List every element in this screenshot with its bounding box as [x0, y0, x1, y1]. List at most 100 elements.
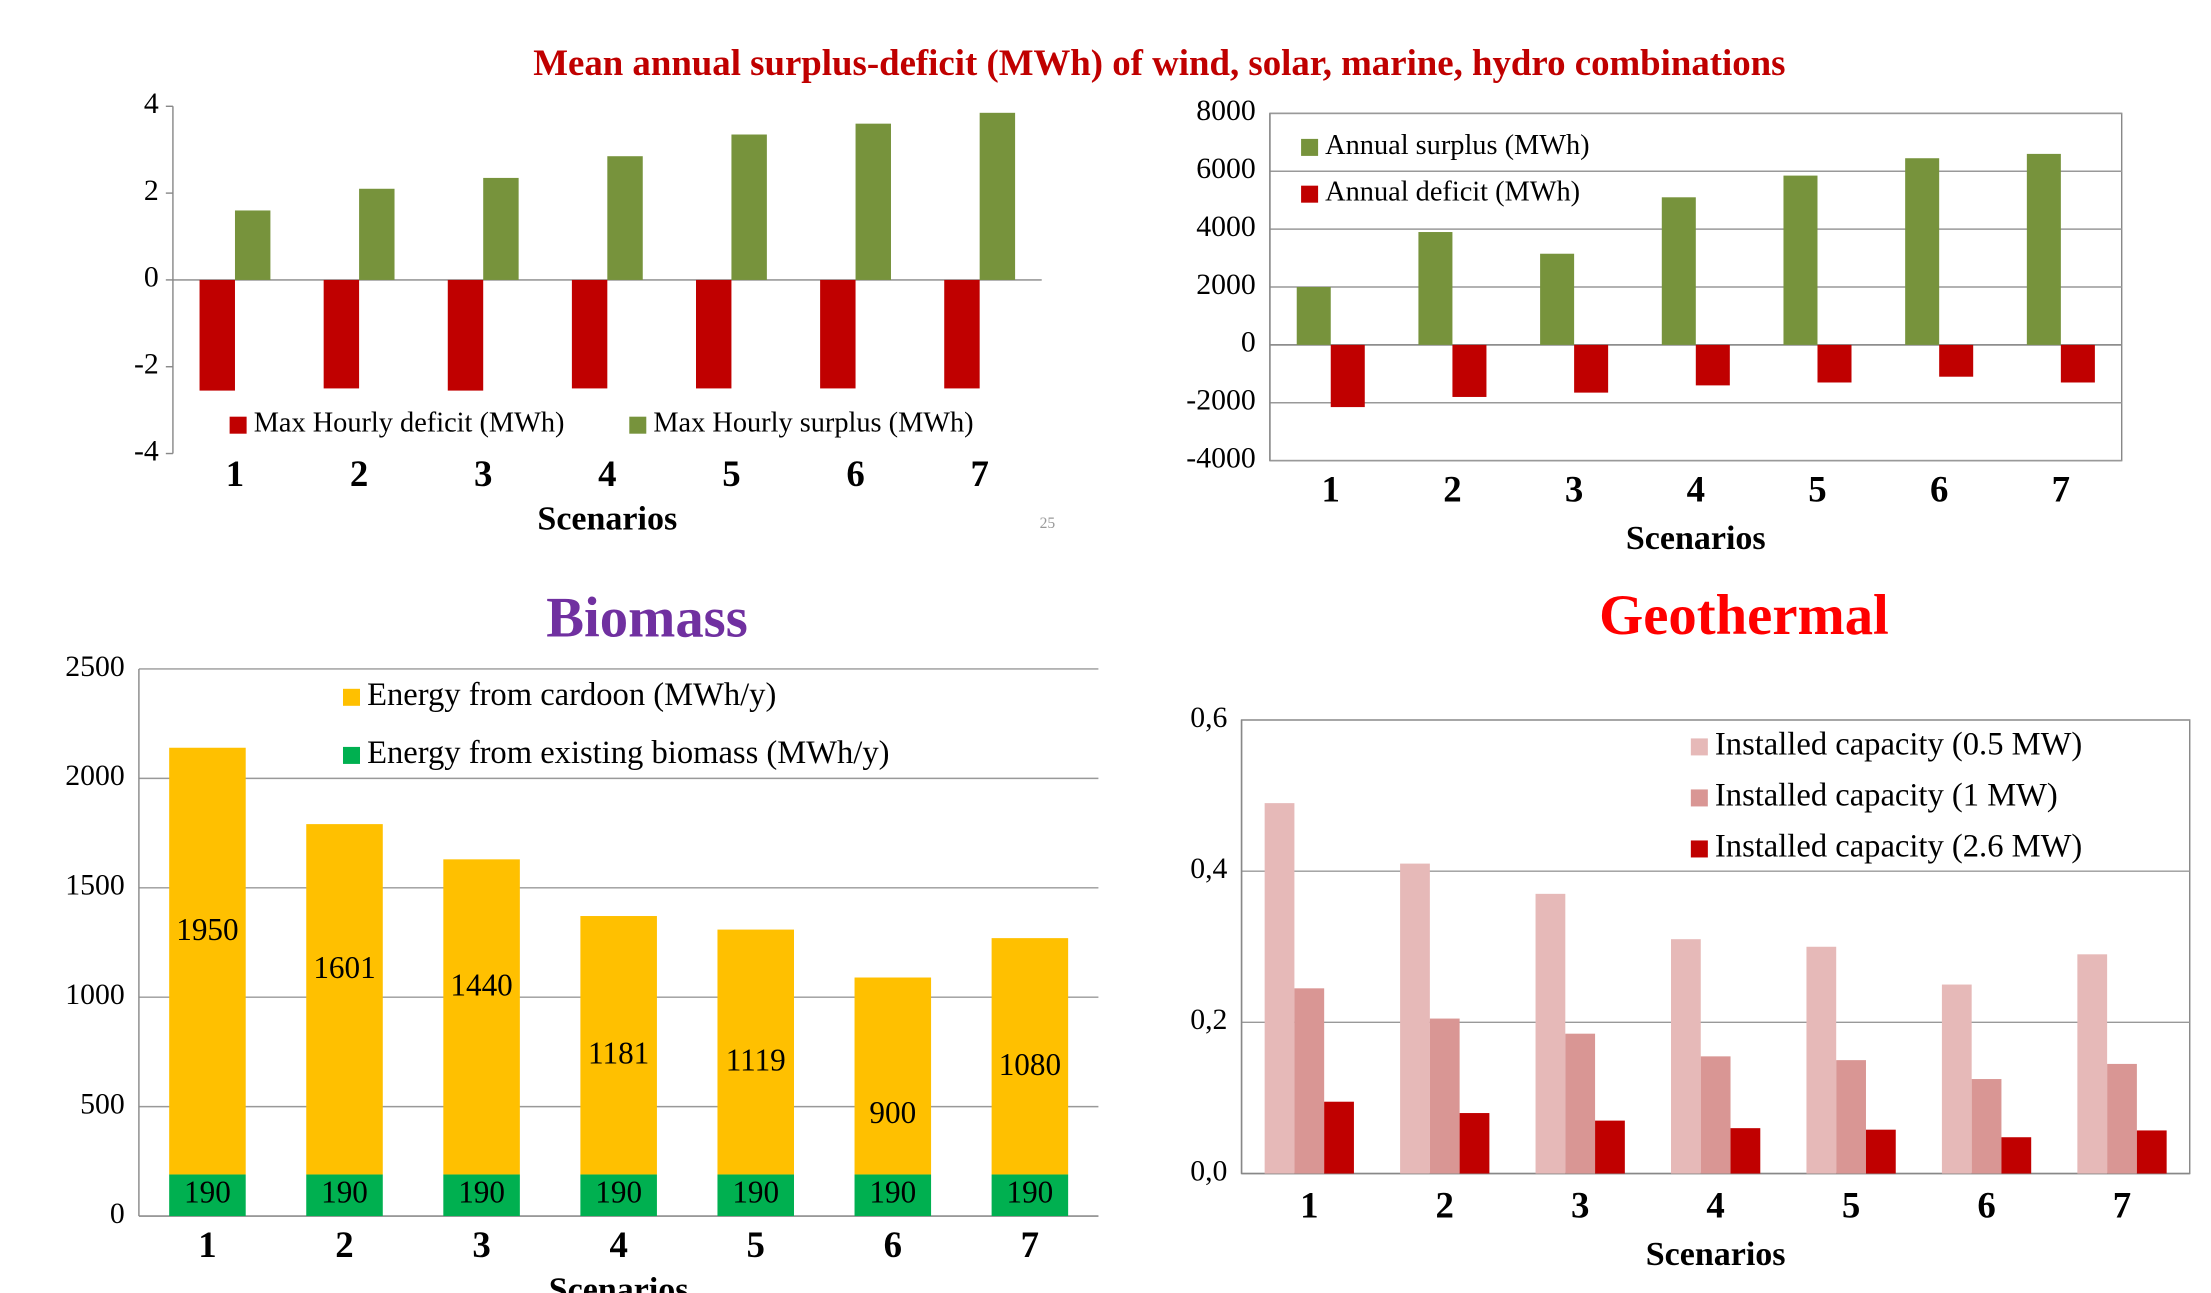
- bar: [1565, 1033, 1596, 1174]
- data-label: 190: [184, 1174, 231, 1209]
- bar-segment: [854, 977, 932, 1175]
- x-tick-label: 2: [350, 453, 368, 494]
- bar: [696, 279, 732, 389]
- legend-swatch: [1690, 789, 1708, 807]
- data-label: 1181: [588, 1036, 649, 1071]
- bar: [359, 188, 395, 280]
- data-label: 190: [732, 1174, 779, 1209]
- bar-segment: [306, 824, 383, 1175]
- x-tick-label: 3: [1571, 1184, 1589, 1225]
- bar: [1661, 197, 1696, 345]
- bar: [1459, 1113, 1490, 1174]
- bar: [1905, 158, 1940, 345]
- y-tick-label: 2: [144, 174, 159, 207]
- bar: [1330, 344, 1365, 408]
- bar: [1296, 287, 1331, 345]
- bar: [571, 279, 608, 389]
- bar-segment: [306, 1174, 383, 1217]
- legend-swatch: [1301, 138, 1319, 156]
- legend-swatch: [342, 688, 361, 706]
- bar: [199, 279, 235, 391]
- data-label: 1119: [726, 1043, 786, 1078]
- x-tick-label: 7: [1021, 1224, 1039, 1265]
- bar: [1294, 988, 1325, 1174]
- bar: [1783, 175, 1818, 345]
- y-tick-label: 2000: [1196, 268, 1256, 301]
- x-tick-label: 4: [1706, 1184, 1724, 1225]
- y-tick-label: 2000: [65, 759, 125, 792]
- bar: [1939, 344, 1974, 377]
- bar: [944, 279, 980, 389]
- bar: [1817, 344, 1852, 383]
- bar: [1452, 344, 1487, 397]
- bar: [483, 177, 519, 280]
- x-tick-label: 1: [226, 453, 244, 494]
- data-label: 190: [869, 1174, 916, 1209]
- x-tick-label: 4: [598, 453, 616, 494]
- chart-title: Biomass: [546, 587, 748, 650]
- bar: [2077, 954, 2108, 1174]
- x-tick-label: 1: [1322, 469, 1340, 510]
- bar: [1324, 1101, 1354, 1174]
- x-tick-label: 6: [1977, 1184, 1995, 1225]
- bar-segment: [991, 938, 1069, 1175]
- bar: [820, 279, 856, 389]
- legend-label: Installed capacity (2.6 MW): [1715, 828, 2082, 864]
- data-label: 1601: [313, 950, 375, 985]
- x-axis-label: Scenarios: [537, 500, 677, 537]
- x-tick-label: 7: [2052, 469, 2070, 510]
- x-tick-label: 1: [198, 1224, 216, 1265]
- data-label: 1080: [999, 1047, 1061, 1082]
- bar-segment: [169, 747, 246, 1175]
- bar: [1941, 984, 1972, 1174]
- y-tick-label: 2500: [65, 650, 125, 683]
- y-tick-label: -4000: [1186, 441, 1255, 474]
- bar: [1695, 344, 1730, 386]
- bar-segment: [169, 1174, 246, 1217]
- y-tick-label: 4: [144, 87, 159, 120]
- bar: [1264, 803, 1295, 1174]
- bar: [1971, 1079, 2002, 1174]
- legend-swatch: [1690, 738, 1708, 756]
- bar-segment: [443, 859, 520, 1175]
- bar: [1418, 232, 1453, 345]
- bar-segment: [580, 916, 657, 1175]
- heading: Mean annual surplus-deficit (MWh) of win…: [533, 42, 1785, 83]
- bar: [1865, 1129, 1896, 1174]
- bar: [1671, 939, 1701, 1174]
- legend-label: Max Hourly deficit (MWh): [254, 408, 565, 439]
- x-axis-label: Scenarios: [1646, 1236, 1786, 1273]
- x-tick-label: 4: [1687, 469, 1705, 510]
- legend-label: Energy from cardoon (MWh/y): [367, 677, 776, 713]
- bar: [1836, 1060, 1866, 1174]
- bar: [979, 112, 1016, 280]
- bar-segment: [443, 1174, 520, 1217]
- x-axis-label: Scenarios: [1626, 520, 1766, 557]
- bar: [2136, 1130, 2167, 1174]
- data-label: 190: [1006, 1174, 1053, 1209]
- bar-segment: [717, 1174, 794, 1217]
- x-tick-label: 6: [846, 453, 864, 494]
- y-tick-label: 0,2: [1190, 1003, 1227, 1036]
- bar: [1595, 1120, 1625, 1174]
- legend-label: Installed capacity (0.5 MW): [1715, 726, 2082, 762]
- bar-segment: [854, 1174, 932, 1217]
- y-tick-label: 0,0: [1190, 1154, 1227, 1187]
- data-label: 190: [458, 1174, 505, 1209]
- legend-swatch: [629, 416, 647, 434]
- bar: [1400, 863, 1430, 1174]
- legend-swatch: [1301, 185, 1319, 203]
- y-tick-label: 6000: [1196, 152, 1256, 185]
- x-tick-label: 5: [1842, 1184, 1860, 1225]
- data-label: 1950: [176, 912, 238, 947]
- y-tick-label: 0: [1241, 326, 1256, 359]
- x-tick-label: 5: [722, 453, 740, 494]
- bar-segment: [717, 929, 794, 1175]
- x-tick-label: 7: [2113, 1184, 2131, 1225]
- legend-label: Max Hourly surplus (MWh): [653, 408, 973, 439]
- legend-swatch: [229, 416, 247, 434]
- bar: [1806, 946, 1837, 1174]
- y-tick-label: 4000: [1196, 210, 1256, 243]
- data-label: 900: [869, 1095, 916, 1130]
- x-tick-label: 3: [474, 453, 492, 494]
